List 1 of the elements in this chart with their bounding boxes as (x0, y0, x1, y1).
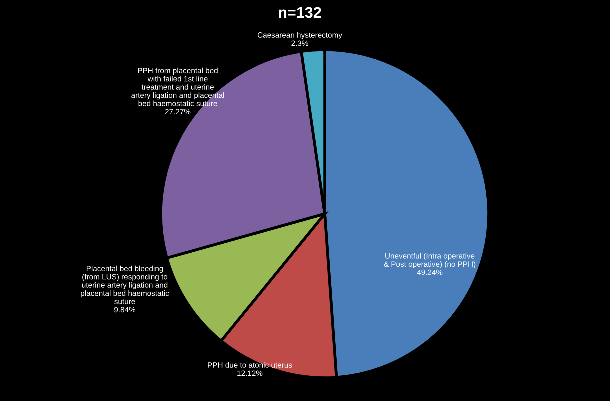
chart-title: n=132 (279, 7, 322, 18)
